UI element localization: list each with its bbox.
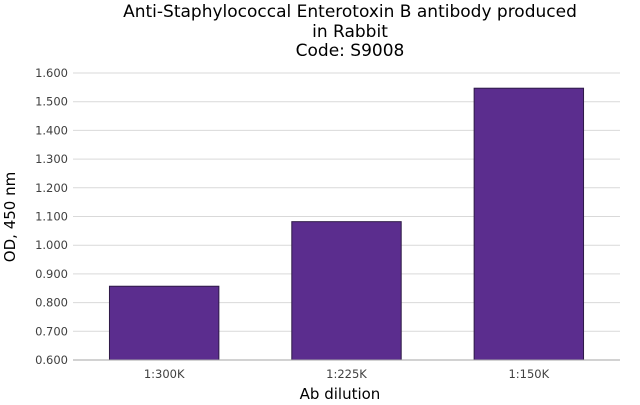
y-tick-label: 0.900 bbox=[35, 267, 68, 281]
x-axis-title: Ab dilution bbox=[300, 385, 381, 403]
chart-title-line-3: Code: S9008 bbox=[296, 41, 405, 61]
x-tick-label: 1:225K bbox=[326, 367, 367, 381]
y-axis-tick-labels: 0.600 0.700 0.800 0.900 1.000 1.100 1.200 1.300… bbox=[35, 66, 68, 367]
x-tick-label: 1:300K bbox=[144, 367, 185, 381]
bar-1:225K bbox=[291, 221, 402, 361]
chart-title-line-1: Anti-Staphylococcal Enterotoxin B antibo… bbox=[123, 2, 577, 22]
y-tick-label: 0.600 bbox=[35, 353, 68, 367]
y-tick-label: 1.000 bbox=[35, 238, 68, 252]
bars bbox=[108, 87, 585, 361]
x-axis-tick-labels: 1:300K 1:225K 1:150K bbox=[144, 367, 550, 381]
chart-title: Anti-Staphylococcal Enterotoxin B antibo… bbox=[123, 2, 577, 61]
y-tick-label: 1.500 bbox=[35, 95, 68, 109]
y-tick-label: 1.100 bbox=[35, 210, 68, 224]
bar-1:150K bbox=[473, 87, 585, 361]
y-tick-label: 1.200 bbox=[35, 181, 68, 195]
y-tick-label: 0.800 bbox=[35, 296, 68, 310]
y-tick-label: 1.600 bbox=[35, 66, 68, 80]
bar-1:300K bbox=[108, 285, 220, 361]
y-tick-label: 0.700 bbox=[35, 324, 68, 338]
y-axis-title: OD, 450 nm bbox=[1, 172, 19, 262]
x-tick-label: 1:150K bbox=[508, 367, 549, 381]
y-tick-label: 1.300 bbox=[35, 152, 68, 166]
chart-title-line-2: in Rabbit bbox=[312, 22, 388, 42]
y-tick-label: 1.400 bbox=[35, 123, 68, 137]
